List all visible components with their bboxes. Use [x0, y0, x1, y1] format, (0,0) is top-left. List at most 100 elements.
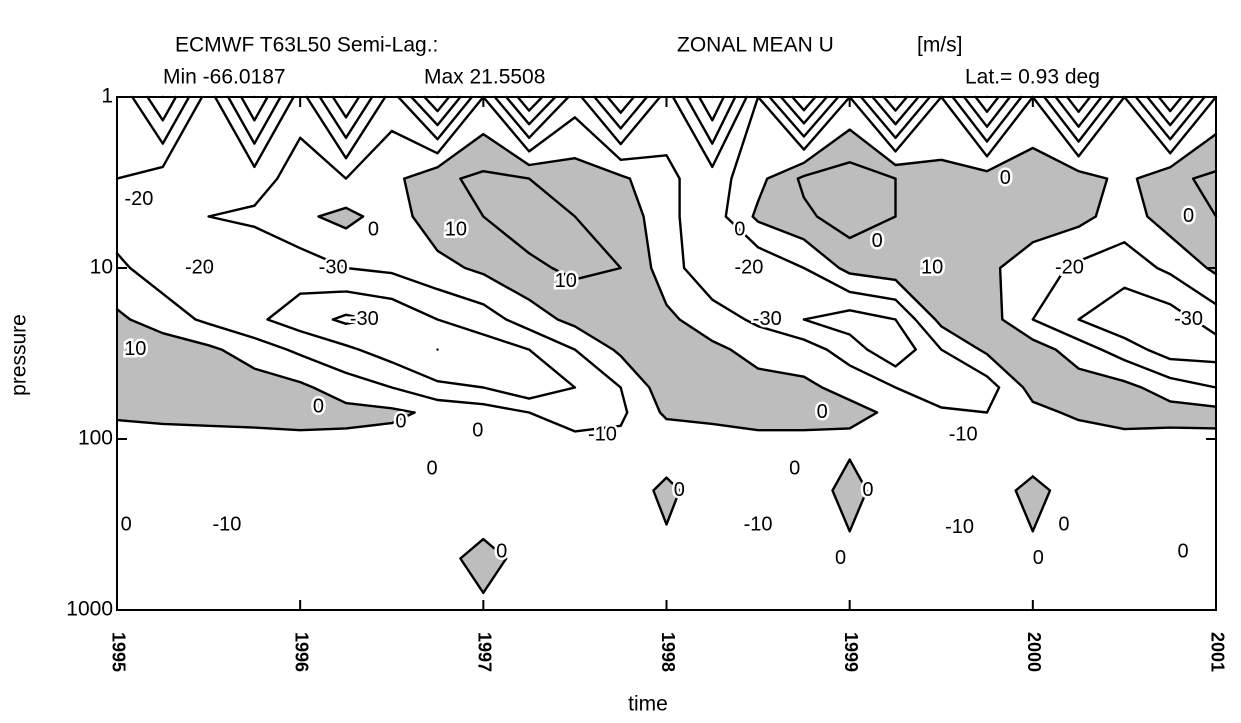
chart-title: ECMWF T63L50 Semi-Lag.:: [175, 34, 438, 57]
shaded-cell: [620, 319, 667, 350]
shaded-cell: [711, 387, 759, 413]
contour-label: 10: [555, 270, 577, 292]
y-tick-label: 1000: [66, 598, 113, 621]
variable-title: ZONAL MEAN U: [677, 34, 834, 57]
shaded-cell: [940, 319, 988, 350]
y-tick-label: 100: [78, 427, 113, 450]
shaded-cell: [757, 387, 805, 413]
shaded-cell: [940, 267, 988, 320]
shaded-cell: [162, 387, 209, 413]
contour-line: [115, 95, 1218, 433]
x-axis-label: time: [628, 693, 668, 716]
contour-label: 0: [1000, 167, 1011, 189]
x-tick-label: 2000: [1024, 632, 1044, 672]
y-tick-label: 1: [101, 85, 113, 108]
contour-line: [115, 128, 1218, 594]
contour-label: 0: [395, 411, 406, 433]
shaded-cell: [1169, 412, 1217, 429]
units-title: [m/s]: [917, 34, 963, 57]
contour-label: -10: [744, 514, 773, 536]
contour-label: 0: [496, 541, 507, 563]
shaded-cell: [1078, 387, 1125, 413]
shaded-cell: [666, 387, 713, 413]
shaded-cell: [574, 267, 622, 320]
contour-line: [115, 95, 1218, 400]
shaded-cell: [1032, 387, 1080, 413]
contour-label: -20: [1055, 256, 1084, 278]
shaded-cell: [1032, 349, 1080, 388]
shaded-cell: [437, 133, 484, 179]
shaded-cell: [574, 319, 622, 350]
x-tick-label: 1999: [841, 632, 861, 672]
shaded-cell: [162, 349, 209, 388]
contour-label: 0: [872, 230, 883, 252]
contour-label: -30: [350, 308, 379, 330]
shaded-cell: [482, 178, 530, 217]
lat-label: Lat.= 0.93 deg: [965, 66, 1100, 89]
contour-label: -10: [212, 514, 241, 536]
min-label: Min -66.0187: [163, 66, 286, 89]
shaded-cell: [849, 178, 896, 217]
shaded-cell: [940, 216, 988, 269]
shaded-cell: [437, 178, 484, 217]
shaded-cell: [253, 387, 301, 413]
shaded-cell: [1169, 133, 1217, 179]
contour-label: 0: [734, 218, 745, 240]
x-tick-label: 1995: [108, 632, 128, 672]
shaded-cell: [940, 178, 988, 217]
x-tick-label: 1997: [475, 632, 495, 672]
shaded-cell: [757, 412, 805, 431]
shaded-cell: [757, 368, 805, 388]
x-tick-label: 1998: [658, 632, 678, 672]
contour-label: -30: [319, 256, 348, 278]
contour-label: -20: [734, 256, 763, 278]
shaded-cell: [1032, 178, 1080, 217]
x-tick-label: 2001: [1207, 632, 1227, 672]
shaded-cell: [711, 349, 759, 388]
contour-label: 10: [124, 338, 146, 360]
contour-label: 0: [472, 419, 483, 441]
contour-label: -10: [949, 423, 978, 445]
shaded-cell: [803, 178, 851, 217]
contour-label: 0: [817, 401, 828, 423]
contour-label: 0: [1033, 547, 1044, 569]
shaded-cell: [666, 319, 713, 350]
shaded-cell: [574, 178, 622, 217]
shaded-cell: [528, 216, 576, 269]
contour-label: 0: [1177, 541, 1188, 563]
contour-label: 0: [862, 479, 873, 501]
contour-label: -20: [125, 188, 154, 210]
contour-label: -30: [1174, 308, 1203, 330]
shaded-cell: [620, 267, 667, 320]
contour-label: -30: [753, 308, 782, 330]
y-axis-label: pressure: [8, 314, 31, 396]
contour-label: 0: [313, 395, 324, 417]
shaded-cell: [208, 387, 255, 413]
shaded-cell: [1078, 178, 1108, 217]
contour-label: -10: [588, 423, 617, 445]
shaded-cell: [895, 178, 942, 217]
contour-label: 0: [835, 547, 846, 569]
contour-label: 10: [921, 256, 943, 278]
contour-labels: -20 0 -20 -30 -30 10 10 10 0 0 0 0 -10 -10 0 0 0 -20 -30 0 1…: [118, 164, 1205, 571]
contour-label: 0: [1183, 205, 1194, 227]
contour-line: [131, 95, 1195, 351]
shaded-cell: [1124, 412, 1171, 430]
contour-label: 0: [121, 514, 132, 536]
x-tick-label: 1996: [291, 632, 311, 672]
contour-label: 0: [426, 457, 437, 479]
y-tick-label: 10: [90, 256, 113, 279]
shaded-cell: [116, 387, 164, 413]
max-label: Max 21.5508: [424, 66, 545, 89]
contour-line: [459, 161, 1218, 281]
shaded-cell: [666, 349, 713, 388]
contour-label: 10: [445, 218, 467, 240]
contour-label: -10: [945, 516, 974, 538]
contour-label: 0: [674, 479, 685, 501]
contour-label: 0: [789, 457, 800, 479]
contour-label: 0: [368, 218, 379, 240]
shaded-cell: [803, 128, 851, 179]
contour-label: -20: [185, 256, 214, 278]
